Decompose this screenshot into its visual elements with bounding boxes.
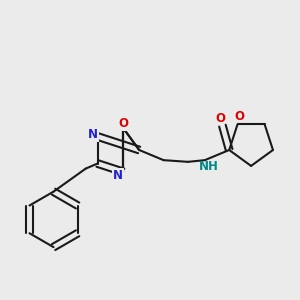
Text: NH: NH (199, 160, 219, 173)
Text: O: O (118, 116, 128, 130)
Text: N: N (88, 128, 98, 141)
Text: O: O (216, 112, 226, 125)
Text: O: O (234, 110, 244, 123)
Text: N: N (113, 169, 123, 182)
